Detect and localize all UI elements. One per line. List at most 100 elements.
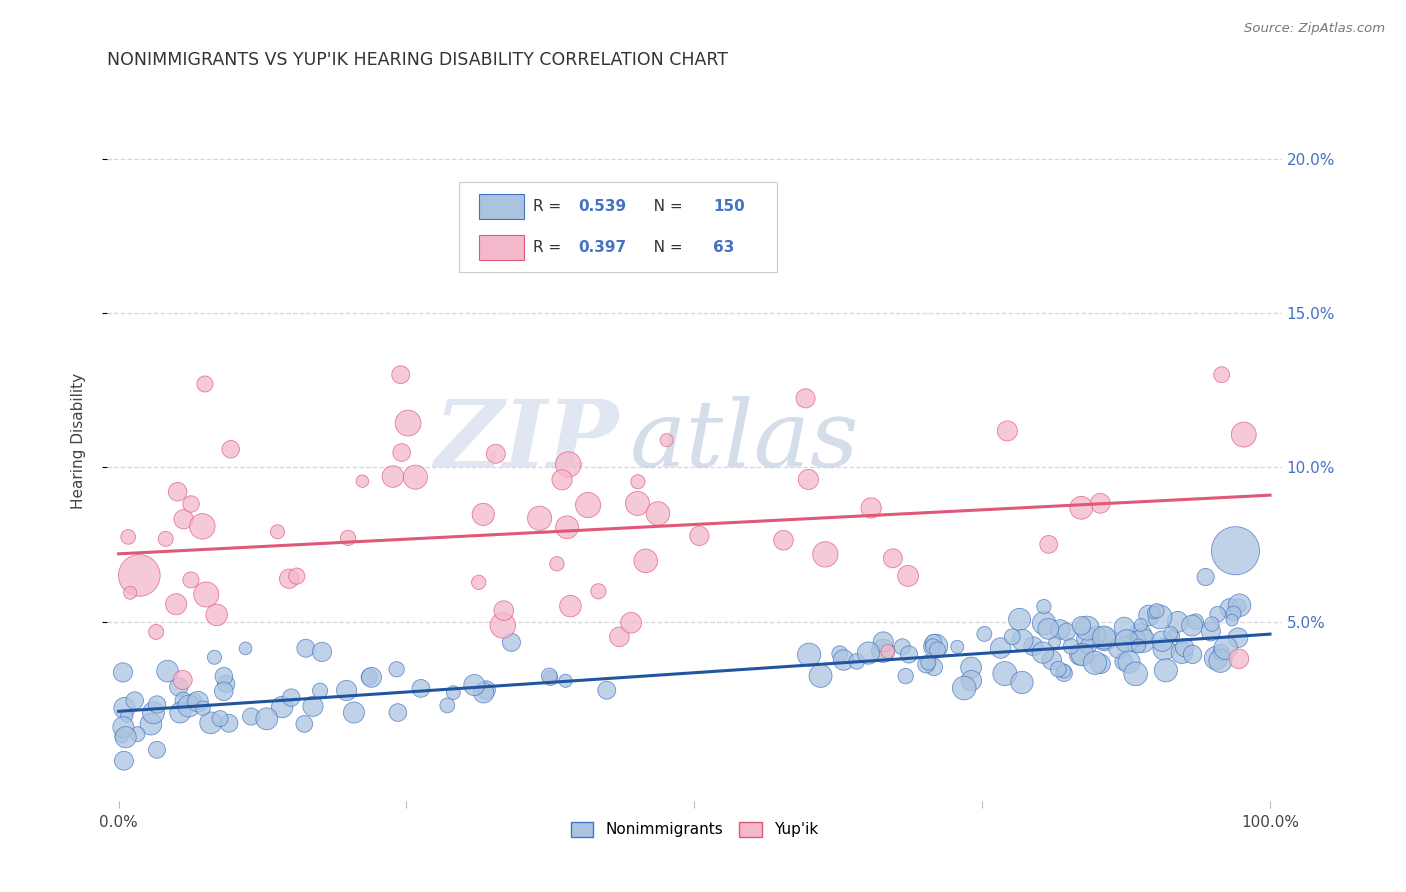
- Point: [271, 700, 294, 714]
- Point: [1163, 629, 1185, 643]
- Point: [1137, 608, 1160, 623]
- Point: [1069, 648, 1091, 662]
- Point: [127, 727, 149, 741]
- Point: [1077, 639, 1099, 653]
- Point: [146, 743, 169, 757]
- Point: [492, 604, 515, 618]
- Point: [894, 669, 917, 683]
- Point: [311, 645, 333, 659]
- Point: [112, 754, 135, 768]
- Point: [111, 665, 134, 680]
- Point: [917, 656, 939, 670]
- Point: [1160, 626, 1182, 640]
- Point: [218, 716, 240, 731]
- Legend: Nonimmigrants, Yup'ik: Nonimmigrants, Yup'ik: [564, 815, 824, 844]
- Point: [922, 635, 945, 649]
- Point: [1011, 675, 1033, 690]
- Point: [114, 701, 136, 715]
- Point: [381, 469, 404, 483]
- Point: [797, 472, 820, 486]
- Point: [631, 228, 654, 243]
- Point: [219, 442, 242, 457]
- Point: [872, 635, 894, 649]
- Point: [1125, 635, 1147, 649]
- Point: [1033, 616, 1056, 631]
- Point: [688, 529, 710, 543]
- Point: [557, 458, 579, 472]
- Point: [1226, 631, 1249, 645]
- Point: [115, 709, 138, 723]
- Point: [1084, 656, 1107, 670]
- Point: [1206, 607, 1229, 622]
- Point: [1225, 543, 1247, 558]
- Point: [124, 693, 146, 707]
- Point: [1090, 496, 1112, 510]
- Point: [1094, 632, 1116, 646]
- Point: [436, 698, 458, 713]
- Point: [953, 681, 976, 695]
- Point: [145, 624, 167, 639]
- Point: [860, 500, 883, 515]
- Point: [538, 669, 561, 683]
- Point: [960, 660, 983, 674]
- Point: [1118, 655, 1140, 669]
- Point: [1047, 662, 1070, 676]
- Point: [1174, 640, 1197, 655]
- Point: [845, 655, 868, 669]
- Point: [1152, 634, 1174, 648]
- Point: [146, 698, 169, 712]
- Point: [183, 693, 205, 707]
- Point: [343, 706, 366, 720]
- Point: [1211, 645, 1233, 659]
- Point: [167, 680, 190, 694]
- Point: [1154, 663, 1177, 677]
- Point: [1181, 648, 1204, 662]
- Point: [396, 416, 419, 430]
- Point: [191, 519, 214, 533]
- Point: [1060, 640, 1083, 654]
- Point: [1211, 368, 1233, 382]
- Point: [1209, 654, 1232, 668]
- Point: [620, 615, 643, 630]
- Text: atlas: atlas: [630, 396, 859, 486]
- Point: [139, 717, 162, 731]
- Point: [655, 433, 678, 447]
- Bar: [479, 235, 524, 260]
- Point: [1184, 615, 1206, 629]
- Point: [922, 660, 945, 674]
- Point: [828, 647, 851, 661]
- Point: [114, 730, 136, 744]
- Point: [409, 681, 432, 696]
- Point: [627, 475, 650, 489]
- Point: [540, 671, 562, 685]
- Point: [554, 673, 576, 688]
- Point: [389, 368, 412, 382]
- Point: [994, 666, 1017, 681]
- Point: [485, 447, 508, 461]
- Point: [924, 639, 946, 653]
- Point: [404, 470, 426, 484]
- Point: [266, 524, 288, 539]
- Point: [546, 557, 568, 571]
- Point: [1112, 655, 1135, 669]
- Point: [202, 650, 225, 665]
- Point: [1049, 623, 1071, 637]
- Point: [172, 673, 194, 687]
- Point: [1128, 639, 1150, 653]
- Point: [1022, 640, 1045, 654]
- Point: [1114, 620, 1136, 634]
- Text: R =: R =: [533, 199, 567, 214]
- Point: [1008, 612, 1031, 626]
- Point: [1032, 646, 1054, 660]
- Point: [187, 695, 209, 709]
- Point: [876, 644, 898, 658]
- Point: [1149, 610, 1171, 624]
- Point: [1108, 641, 1130, 656]
- Point: [1038, 537, 1060, 551]
- Point: [200, 715, 222, 730]
- Point: [1077, 632, 1099, 646]
- Point: [1129, 628, 1152, 642]
- Point: [922, 640, 945, 654]
- Text: ZIP: ZIP: [433, 396, 619, 486]
- Point: [235, 641, 257, 656]
